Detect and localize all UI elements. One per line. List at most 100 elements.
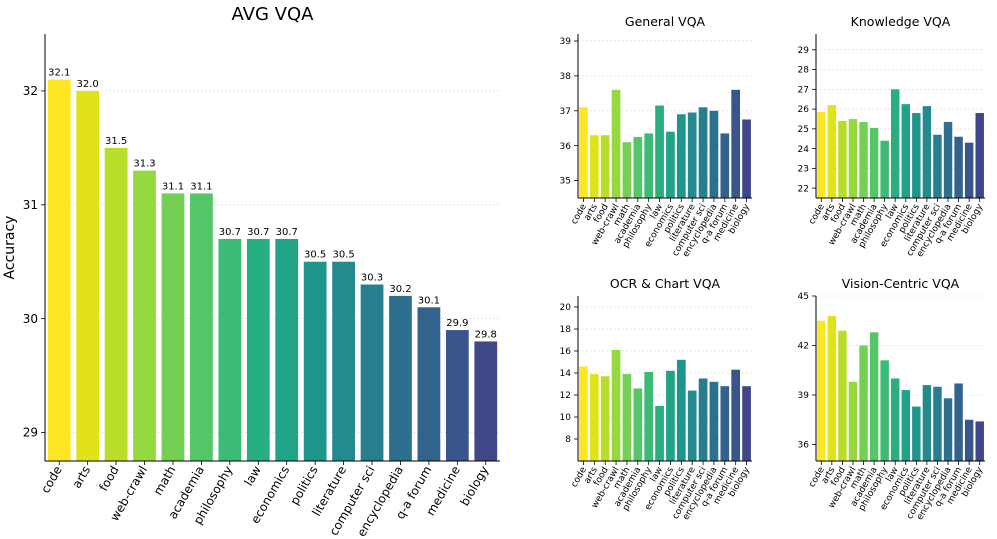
x-tick-label: food bbox=[96, 464, 121, 494]
bar-economics bbox=[901, 390, 911, 461]
bar-code bbox=[47, 79, 71, 462]
bar-encyclopedia bbox=[389, 295, 412, 461]
data-label: 32.0 bbox=[77, 79, 99, 90]
bar-computer-sci bbox=[933, 386, 942, 461]
y-tick-label: 37 bbox=[560, 107, 571, 117]
avg-vqa-chart: 2930313232.1code32.0arts31.5food31.3web-… bbox=[2, 4, 500, 539]
bar-computer-sci bbox=[933, 134, 942, 198]
bar-food bbox=[838, 120, 847, 198]
y-tick-label: 12 bbox=[560, 391, 571, 401]
y-tick-label: 25 bbox=[798, 125, 809, 135]
bar-q-a-forum bbox=[954, 383, 963, 461]
bar-arts bbox=[589, 135, 599, 198]
y-tick-label: 32 bbox=[23, 84, 38, 98]
bar-web-crawl bbox=[848, 381, 858, 461]
bar-economics bbox=[666, 370, 675, 461]
y-tick-label: 14 bbox=[560, 369, 572, 379]
y-tick-label: 28 bbox=[798, 66, 810, 76]
bar-academia bbox=[633, 388, 643, 461]
x-tick-label: biology bbox=[457, 464, 491, 509]
y-tick-label: 23 bbox=[798, 165, 809, 175]
bar-computer-sci bbox=[698, 107, 708, 198]
y-tick-label: 42 bbox=[798, 342, 809, 352]
y-tick-label: 39 bbox=[560, 37, 572, 47]
vision-centric-vqa-chart: 36394245codeartsfoodweb-crawlmathacademi… bbox=[798, 276, 986, 522]
bar-law bbox=[246, 238, 270, 461]
bar-arts bbox=[827, 315, 837, 461]
bar-medicine bbox=[964, 419, 974, 461]
chart-title: General VQA bbox=[625, 14, 706, 29]
bar-food bbox=[600, 135, 610, 198]
bar-politics bbox=[676, 114, 686, 198]
bar-politics bbox=[912, 113, 921, 198]
bar-literature bbox=[922, 106, 932, 198]
data-label: 30.3 bbox=[361, 273, 383, 284]
data-label: 30.5 bbox=[304, 250, 326, 261]
data-label: 30.1 bbox=[418, 295, 440, 306]
data-label: 30.7 bbox=[276, 227, 298, 238]
bar-law bbox=[655, 105, 664, 198]
y-tick-label: 39 bbox=[798, 391, 810, 401]
bar-medicine bbox=[731, 369, 741, 461]
bar-philosophy bbox=[880, 360, 889, 461]
x-tick-label: arts bbox=[70, 464, 94, 491]
y-tick-label: 27 bbox=[798, 85, 809, 95]
chart-title: Knowledge VQA bbox=[851, 14, 951, 29]
bar-code bbox=[579, 107, 588, 198]
bar-q-a-forum bbox=[720, 133, 730, 198]
bar-literature bbox=[332, 261, 355, 461]
bar-encyclopedia bbox=[943, 398, 953, 461]
x-tick-label: math bbox=[151, 464, 179, 498]
y-tick-label: 35 bbox=[560, 177, 571, 187]
data-label: 30.7 bbox=[247, 227, 269, 238]
y-axis-label: Accuracy bbox=[2, 216, 18, 280]
knowledge-vqa-chart: 2223242526272829codeartsfoodweb-crawlmat… bbox=[798, 14, 986, 259]
bar-politics bbox=[676, 359, 686, 461]
data-label: 31.5 bbox=[105, 136, 127, 147]
y-tick-label: 24 bbox=[798, 145, 810, 155]
y-tick-label: 20 bbox=[560, 303, 572, 313]
bar-web-crawl bbox=[848, 118, 858, 198]
y-tick-label: 29 bbox=[23, 426, 38, 440]
bar-math bbox=[161, 193, 185, 461]
bar-food bbox=[838, 330, 847, 461]
bar-biology bbox=[742, 386, 751, 461]
bar-code bbox=[817, 112, 826, 198]
chart-title: AVG VQA bbox=[232, 4, 315, 25]
data-label: 30.5 bbox=[332, 250, 354, 261]
y-tick-label: 18 bbox=[560, 325, 572, 335]
bar-biology bbox=[975, 421, 984, 461]
data-label: 30.7 bbox=[219, 227, 241, 238]
bar-literature bbox=[687, 390, 697, 461]
general-vqa-chart: 3536373839codeartsfoodweb-crawlmathacade… bbox=[560, 14, 753, 259]
bar-web-crawl bbox=[133, 170, 156, 461]
bar-economics bbox=[275, 238, 299, 461]
y-tick-label: 45 bbox=[798, 292, 809, 302]
chart-title: Vision-Centric VQA bbox=[842, 276, 960, 291]
bar-biology bbox=[742, 119, 751, 198]
bar-academia bbox=[190, 193, 213, 461]
data-label: 31.3 bbox=[133, 159, 155, 170]
y-tick-label: 16 bbox=[560, 347, 572, 357]
bar-food bbox=[104, 147, 128, 461]
x-tick-label: law bbox=[241, 463, 263, 488]
bar-economics bbox=[666, 131, 675, 198]
bar-code bbox=[817, 320, 826, 461]
y-tick-label: 38 bbox=[560, 72, 572, 82]
y-tick-label: 30 bbox=[23, 312, 38, 326]
x-tick-label: code bbox=[38, 464, 65, 496]
bar-q-a-forum bbox=[417, 307, 441, 461]
bar-law bbox=[655, 406, 664, 461]
y-tick-label: 22 bbox=[798, 184, 809, 194]
bar-medicine bbox=[445, 330, 469, 461]
y-tick-label: 26 bbox=[798, 105, 810, 115]
data-label: 29.8 bbox=[475, 329, 497, 340]
y-tick-label: 31 bbox=[23, 198, 38, 212]
y-tick-label: 36 bbox=[560, 142, 572, 152]
bar-literature bbox=[687, 112, 697, 198]
bar-medicine bbox=[964, 142, 974, 198]
bar-math bbox=[859, 345, 868, 461]
bar-biology bbox=[975, 113, 984, 198]
bar-arts bbox=[76, 90, 100, 461]
bar-academia bbox=[869, 127, 879, 198]
